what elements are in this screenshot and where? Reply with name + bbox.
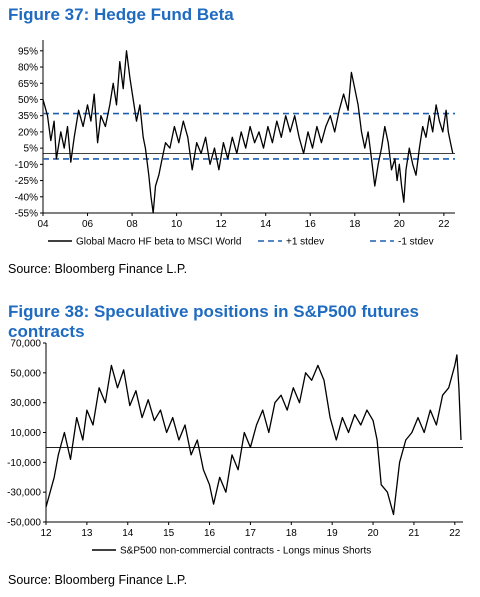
x-tick-label: 22: [438, 219, 450, 230]
x-tick-label: 19: [327, 528, 339, 539]
y-tick-label: 20%: [18, 127, 38, 138]
y-tick-label: -30,000: [7, 488, 41, 499]
x-tick-label: 18: [286, 528, 298, 539]
x-tick-label: 12: [40, 528, 52, 539]
figure-37-title: Figure 37: Hedge Fund Beta: [8, 5, 234, 24]
y-tick-label: 70,000: [10, 339, 41, 350]
hedge-fund-beta-chart: 95% 80% 65% 50% 35% 20% 5% -10% -25% -40% -55%04 06…: [15, 40, 455, 248]
figure-38-source: Source: Bloomberg Finance L.P.: [8, 573, 188, 587]
y-tick-label: -50,000: [7, 518, 41, 529]
figure-38-title: Figure 38: Speculative positions in S&P5…: [8, 302, 419, 341]
x-tick-label: 16: [305, 219, 317, 230]
y-tick-label: -55%: [15, 209, 38, 220]
legend-label: S&P500 non-commercial contracts - Longs …: [120, 546, 371, 557]
figure-37-source: Source: Bloomberg Finance L.P.: [8, 262, 188, 276]
x-tick-label: 20: [367, 528, 379, 539]
y-tick-label: 5%: [24, 144, 39, 155]
legend-label: Global Macro HF beta to MSCI World: [76, 237, 241, 248]
y-tick-label: 35%: [18, 111, 38, 122]
x-tick-label: 14: [122, 528, 134, 539]
y-tick-label: 50,000: [10, 368, 41, 379]
x-tick-label: 15: [163, 528, 175, 539]
x-tick-label: 06: [82, 219, 94, 230]
y-tick-label: -10%: [15, 160, 38, 171]
x-tick-label: 14: [260, 219, 272, 230]
x-tick-label: 12: [216, 219, 228, 230]
y-tick-label: -40%: [15, 192, 38, 203]
legend-label: +1 stdev: [286, 237, 324, 248]
hedge-fund-beta-line: [42, 50, 454, 214]
y-tick-label: -10,000: [7, 458, 41, 469]
x-tick-label: 16: [204, 528, 216, 539]
x-tick-label: 10: [171, 219, 183, 230]
x-tick-label: 22: [449, 528, 461, 539]
sp500-positions-line: [45, 354, 462, 516]
y-tick-label: 65%: [18, 79, 38, 90]
x-tick-label: 20: [394, 219, 406, 230]
x-tick-label: 17: [245, 528, 257, 539]
y-tick-label: 30,000: [10, 398, 41, 409]
x-tick-label: 13: [81, 528, 93, 539]
x-tick-label: 21: [408, 528, 420, 539]
y-tick-label: 80%: [18, 63, 38, 74]
x-tick-label: 04: [37, 219, 49, 230]
y-tick-label: 50%: [18, 95, 38, 106]
y-tick-label: -25%: [15, 176, 38, 187]
x-tick-label: 18: [349, 219, 361, 230]
legend-label: -1 stdev: [398, 237, 434, 248]
y-tick-label: 95%: [18, 46, 38, 57]
y-tick-label: 10,000: [10, 428, 41, 439]
x-tick-label: 08: [127, 219, 139, 230]
